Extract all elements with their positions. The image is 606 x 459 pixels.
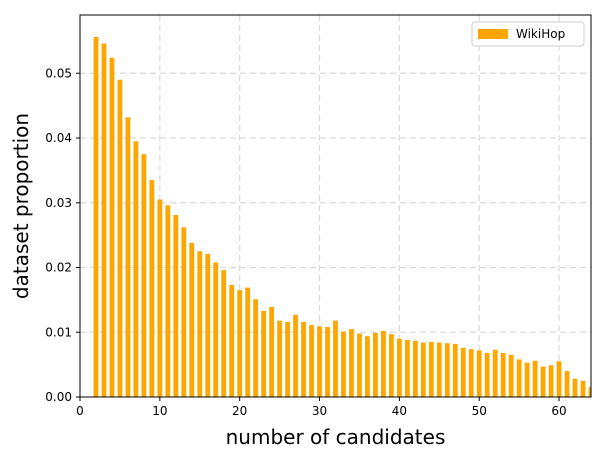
y-tick-label: 0.04 — [45, 131, 72, 145]
legend: WikiHop — [471, 21, 585, 47]
bar — [349, 329, 354, 397]
bar — [301, 321, 306, 397]
bar — [309, 325, 314, 397]
bar — [213, 262, 219, 397]
bar — [245, 287, 251, 397]
bar — [157, 199, 163, 397]
x-tick-label: 30 — [312, 404, 327, 418]
bar — [500, 352, 506, 397]
bar — [205, 253, 211, 397]
y-tick-label: 0.00 — [45, 390, 72, 404]
bar — [524, 362, 530, 397]
bar — [556, 361, 562, 397]
bar — [197, 251, 203, 397]
bar — [133, 141, 139, 397]
bar — [444, 343, 450, 397]
y-tick-label: 0.01 — [45, 325, 72, 339]
bar — [373, 332, 378, 397]
x-axis-ticks: 0 10 20 30 40 50 60 — [76, 397, 567, 418]
bar — [101, 43, 107, 398]
bar — [436, 342, 442, 397]
bar — [460, 347, 466, 397]
bar — [269, 307, 275, 397]
y-tick-label: 0.05 — [45, 66, 72, 80]
bar — [468, 349, 474, 397]
bar — [381, 330, 386, 397]
x-tick-label: 10 — [152, 404, 167, 418]
bar — [141, 154, 147, 397]
legend-box — [471, 21, 585, 47]
bar — [484, 352, 490, 397]
x-tick-label: 20 — [232, 404, 247, 418]
bar — [165, 205, 171, 397]
bar — [388, 334, 394, 397]
bar — [564, 371, 570, 397]
bar — [237, 290, 243, 397]
bar — [341, 331, 346, 397]
bar — [420, 342, 426, 397]
bar — [476, 350, 482, 397]
x-tick-label: 50 — [472, 404, 487, 418]
y-tick-label: 0.02 — [45, 261, 72, 275]
bar — [189, 242, 195, 397]
bars — [93, 37, 591, 398]
bar — [229, 284, 235, 397]
y-tick-label: 0.03 — [45, 196, 72, 210]
bar — [93, 37, 99, 398]
bar — [325, 327, 330, 397]
bar — [125, 117, 131, 397]
bar — [572, 378, 578, 397]
x-tick-label: 40 — [392, 404, 407, 418]
bar — [181, 227, 187, 397]
bar — [173, 215, 179, 397]
bar — [149, 180, 155, 397]
bar — [532, 360, 538, 397]
bar — [580, 380, 586, 397]
bar — [221, 270, 227, 397]
bar — [317, 326, 322, 397]
x-tick-label: 0 — [76, 404, 84, 418]
bar — [412, 340, 418, 397]
bar — [548, 365, 554, 397]
bar — [396, 338, 402, 397]
x-axis-label: number of candidates — [226, 425, 446, 449]
bar — [293, 314, 298, 397]
bar — [588, 387, 591, 397]
bar — [492, 349, 498, 397]
legend-label-wikihop: WikiHop — [516, 27, 565, 41]
bar — [428, 341, 434, 397]
bar — [516, 359, 522, 397]
x-tick-label: 60 — [551, 404, 566, 418]
bar — [540, 366, 546, 397]
bar — [277, 320, 283, 397]
bar — [253, 299, 259, 397]
bar — [333, 320, 338, 397]
y-axis-ticks: 0.00 0.01 0.02 0.03 0.04 0.05 — [45, 66, 80, 404]
bar — [109, 57, 115, 397]
bar — [508, 354, 514, 397]
legend-swatch — [478, 29, 508, 39]
bar — [404, 340, 410, 397]
bar — [452, 343, 458, 397]
bar — [357, 333, 362, 397]
y-axis-label: dataset proportion — [9, 113, 33, 299]
plot-frame — [79, 14, 592, 398]
bar — [285, 321, 290, 397]
bar — [365, 336, 370, 397]
bar — [117, 79, 123, 398]
bar — [261, 310, 267, 397]
